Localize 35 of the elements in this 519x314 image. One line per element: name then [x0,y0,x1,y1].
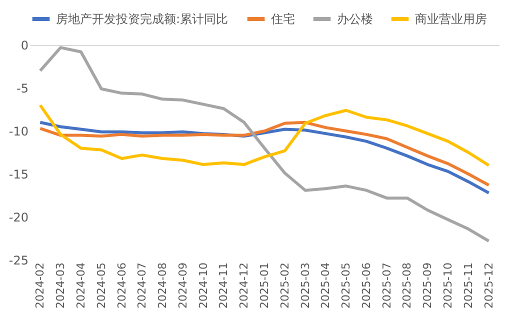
y-tick-label: -20 [8,210,28,224]
y-tick-label: -25 [8,254,28,268]
x-tick-label: 2025-09 [421,262,434,308]
x-tick-label: 2024-09 [176,262,190,308]
x-tick-label: 2024-07 [136,262,149,308]
y-tick-label: -5 [16,82,28,96]
x-tick-label: 2025-03 [298,262,312,308]
line-series [38,104,490,167]
x-tick-label: 2024-11 [217,262,230,308]
line-series [38,46,490,243]
legend-label: 房地产开发投资完成额:累计同比 [56,12,228,26]
y-tick-label: -10 [8,124,28,138]
x-tick-label: 2024-06 [115,262,128,308]
x-tick-label: 2024-05 [94,262,108,308]
x-tick-label: 2025-07 [380,262,394,308]
legend-label: 办公楼 [337,12,373,26]
x-tick-label: 2025-06 [360,262,373,308]
x-tick-label: 2025-10 [442,262,455,308]
x-tick-label: 2025-01 [258,262,271,308]
x-tick-label: 2025-02 [278,262,292,308]
x-tick-label: 2024-12 [238,262,251,308]
x-tick-label: 2024-08 [156,262,170,308]
x-tick-label: 2025-05 [340,262,353,308]
y-tick-label: -15 [8,168,28,182]
x-tick-label: 2024-10 [196,262,210,308]
x-tick-label: 2025-12 [482,262,496,308]
x-tick-label: 2025-08 [400,262,414,308]
x-tick-label: 2024-03 [54,262,68,308]
x-tick-label: 2024-04 [74,262,88,308]
x-tick-label: 2025-11 [462,262,475,308]
x-tick-label: 2024-02 [34,262,47,308]
x-tick-label: 2025-04 [319,262,332,308]
legend-label: 商业营业用房 [415,12,487,26]
legend-label: 住宅 [270,12,295,26]
y-tick-label: 0 [20,38,28,52]
